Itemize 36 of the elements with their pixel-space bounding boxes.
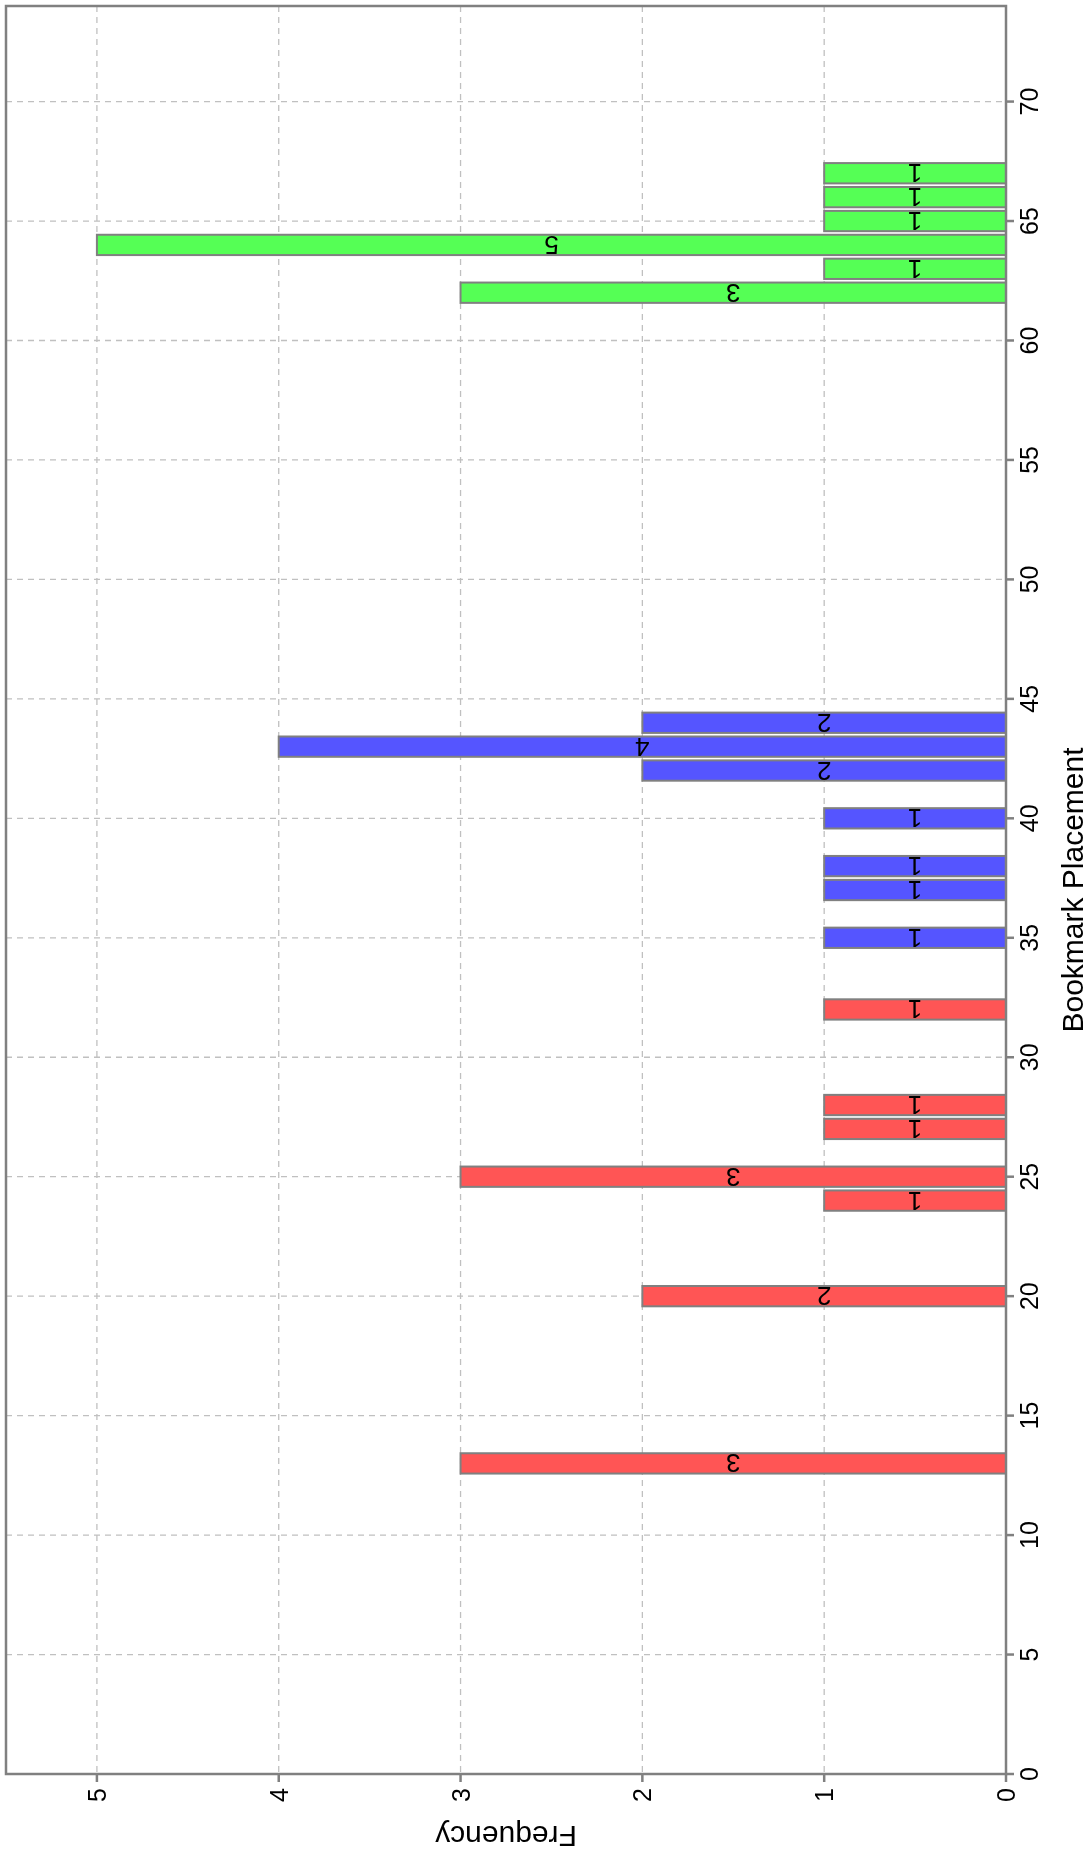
- data-label: 2: [816, 707, 832, 738]
- y-tick-label: 65: [1015, 207, 1044, 235]
- y-tick-label: 55: [1015, 446, 1044, 474]
- y-tick-label: 15: [1015, 1401, 1044, 1430]
- y-tick-label: 60: [1015, 326, 1044, 355]
- y-tick-label: 10: [1015, 1521, 1044, 1549]
- data-label: 1: [907, 994, 923, 1025]
- y-tick-label: 45: [1015, 684, 1044, 713]
- x-tick-label: 3: [446, 1788, 475, 1802]
- x-tick-label: 0: [992, 1788, 1020, 1802]
- y-tick-label: 20: [1015, 1282, 1044, 1311]
- y-tick-label: 0: [1015, 1767, 1044, 1781]
- data-label: 2: [816, 1281, 832, 1312]
- y-tick-label: 50: [1015, 565, 1044, 594]
- y-tick-label: 35: [1015, 923, 1044, 952]
- data-label: 2: [816, 755, 832, 786]
- data-label: 3: [726, 277, 741, 308]
- y-tick-label: 25: [1015, 1162, 1044, 1191]
- data-label: 3: [726, 1161, 741, 1192]
- data-label: 1: [907, 803, 923, 834]
- y-tick-label: 5: [1015, 1647, 1044, 1662]
- x-tick-label: 1: [810, 1788, 839, 1802]
- data-label: 1: [907, 922, 923, 953]
- data-label: 1: [907, 1185, 923, 1216]
- data-label: 4: [635, 731, 650, 762]
- x-tick-label: 5: [82, 1788, 111, 1802]
- x-axis-title: Frequency: [435, 1819, 577, 1850]
- x-tick-label: 4: [264, 1787, 293, 1802]
- data-label: 5: [544, 229, 559, 260]
- y-tick-label: 40: [1015, 804, 1044, 833]
- y-axis-title: Bookmark Placement: [1055, 746, 1088, 1033]
- y-tick-label: 30: [1015, 1043, 1044, 1072]
- y-tick-label: 70: [1015, 87, 1044, 116]
- data-label: 1: [907, 253, 923, 284]
- data-label: 3: [726, 1448, 741, 1479]
- x-tick-label: 2: [628, 1788, 657, 1802]
